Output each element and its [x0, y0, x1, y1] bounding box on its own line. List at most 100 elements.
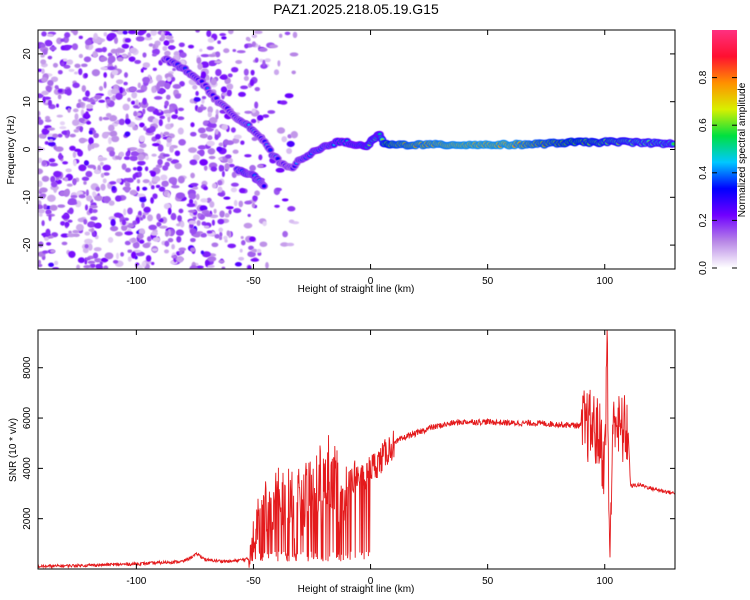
spectrogram-noise-cell: [124, 118, 131, 125]
spectrogram-noise-cell: [200, 71, 207, 79]
spectrogram-noise-cell: [107, 66, 116, 71]
spectrogram-noise-cell: [100, 183, 106, 191]
colorbar-tick-label: 0.0: [698, 261, 709, 275]
snr-y-tick-label: 4000: [22, 457, 33, 480]
spectrogram-noise-cell: [115, 92, 123, 100]
spectrogram-y-tick-label: 10: [22, 96, 33, 108]
spectrogram-noise-cell: [39, 187, 48, 193]
spectrogram-noise-cell: [174, 150, 181, 157]
spectrogram-noise-cell: [251, 248, 258, 253]
spectrogram-noise-cell: [41, 160, 47, 167]
spectrogram-noise-cell: [92, 191, 97, 197]
spectrogram-noise-cell: [171, 243, 175, 250]
spectrogram-noise-cell: [247, 38, 251, 42]
spectrogram-noise-cell: [127, 97, 131, 102]
spectrogram-noise-cell: [144, 36, 153, 41]
spectrogram-y-tick-label: -10: [22, 190, 33, 205]
spectrogram-noise-cell: [48, 262, 55, 267]
spectrogram-noise-cell: [201, 98, 205, 104]
spectrogram-noise-cell: [214, 134, 219, 140]
spectrogram-x-tick-label: -100: [126, 276, 146, 287]
spectrogram-noise-cell: [57, 94, 62, 100]
spectrogram-x-tick-label: -50: [246, 276, 261, 287]
spectrogram-noise-cell: [152, 44, 156, 50]
spectrogram-noise-cell: [72, 178, 77, 185]
spectrogram-noise-cell: [110, 48, 118, 54]
spectrogram-noise-cell: [107, 55, 116, 63]
spectrogram-noise-cell: [93, 32, 98, 40]
spectrogram-noise-cell: [79, 126, 83, 133]
spectrogram-noise-cell: [244, 44, 249, 49]
spectrogram-noise-cell: [50, 249, 56, 253]
spectrogram-noise-cell: [221, 266, 226, 269]
spectrogram-noise-cell: [85, 90, 90, 97]
spectrogram-noise-cell: [100, 257, 109, 263]
spectrogram-noise-cell: [46, 33, 54, 37]
spectrogram-noise-cell: [68, 250, 76, 258]
spectrogram-noise-cell: [133, 110, 138, 117]
spectrogram-noise-cell: [94, 169, 101, 174]
spectrogram-noise-cell: [175, 229, 184, 236]
spectrogram-noise-cell: [73, 233, 80, 238]
spectrogram-noise-cell: [228, 30, 234, 35]
spectrogram-noise-cell: [156, 213, 161, 221]
spectrogram-noise-cell: [138, 135, 146, 143]
figure-title: PAZ1.2025.218.05.19.G15: [273, 1, 439, 17]
spectrogram-noise-cell: [253, 30, 263, 34]
spectrogram-noise-cell: [137, 160, 146, 166]
spectrogram-noise-cell: [41, 76, 48, 83]
spectrogram-noise-cell: [193, 154, 200, 161]
spectrogram-noise-cell: [160, 131, 164, 139]
spectrogram-noise-cell: [280, 242, 289, 247]
spectrogram-noise-cell: [141, 261, 147, 268]
spectrogram-noise-cell: [219, 32, 227, 37]
spectrogram-noise-cell: [157, 144, 164, 152]
spectrogram-noise-cell: [166, 76, 172, 82]
spectrogram-noise-cell: [159, 87, 165, 95]
spectrogram-noise-cell: [142, 62, 151, 68]
spectrogram-noise-cell: [65, 168, 72, 173]
spectrogram-noise-cell: [85, 170, 93, 178]
spectrogram-noise-cell: [137, 153, 145, 162]
spectrogram-noise-cell: [38, 259, 42, 265]
spectrogram-noise-cell: [201, 96, 207, 100]
spectrogram-noise-cell: [54, 146, 64, 152]
spectrogram-noise-cell: [207, 111, 212, 118]
spectrogram-noise-cell: [64, 32, 71, 39]
spectrogram-noise-cell: [83, 264, 92, 269]
spectrogram-noise-cell: [171, 180, 177, 187]
spectrogram-noise-cell: [259, 58, 264, 63]
spectrogram-noise-cell: [149, 125, 156, 133]
spectrogram-noise-cell: [137, 82, 141, 89]
spectrogram-noise-cell: [75, 223, 84, 232]
spectrogram-noise-cell: [38, 133, 47, 139]
spectrogram-noise-cell: [84, 39, 92, 46]
spectrogram-noise-cell: [189, 265, 198, 269]
spectrogram-noise-cell: [92, 252, 99, 259]
spectrogram-noise-cell: [250, 258, 260, 262]
spectrogram-noise-cell: [178, 139, 186, 146]
spectrogram-noise-cell: [224, 162, 230, 171]
spectrogram-noise-cell: [179, 52, 187, 58]
spectrogram-noise-cell: [112, 94, 116, 101]
snr-x-tick-label: -50: [246, 576, 261, 587]
spectrogram-noise-cell: [203, 225, 210, 229]
spectrogram-noise-cell: [116, 30, 125, 35]
spectrogram-noise-cell: [82, 247, 89, 254]
spectrogram-noise-cell: [129, 189, 138, 196]
spectrogram-noise-cell: [223, 48, 230, 54]
spectrogram-noise-cell: [84, 73, 88, 78]
spectrogram-noise-cell: [84, 204, 89, 211]
spectrogram-noise-cell: [197, 127, 206, 134]
spectrogram-noise-cell: [142, 76, 151, 84]
spectrogram-noise-cell: [286, 140, 295, 148]
snr-x-tick-label: 100: [596, 576, 613, 587]
spectrogram-noise-cell: [38, 212, 43, 217]
spectrogram-noise-cell: [233, 208, 242, 214]
spectrogram-noise-cell: [275, 167, 285, 173]
spectrogram-noise-cell: [78, 53, 84, 59]
spectrogram-noise-cell: [142, 186, 148, 191]
spectrogram-noise-cell: [163, 40, 170, 46]
spectrogram-noise-cell: [94, 195, 104, 202]
spectrogram-noise-cell: [47, 235, 54, 239]
